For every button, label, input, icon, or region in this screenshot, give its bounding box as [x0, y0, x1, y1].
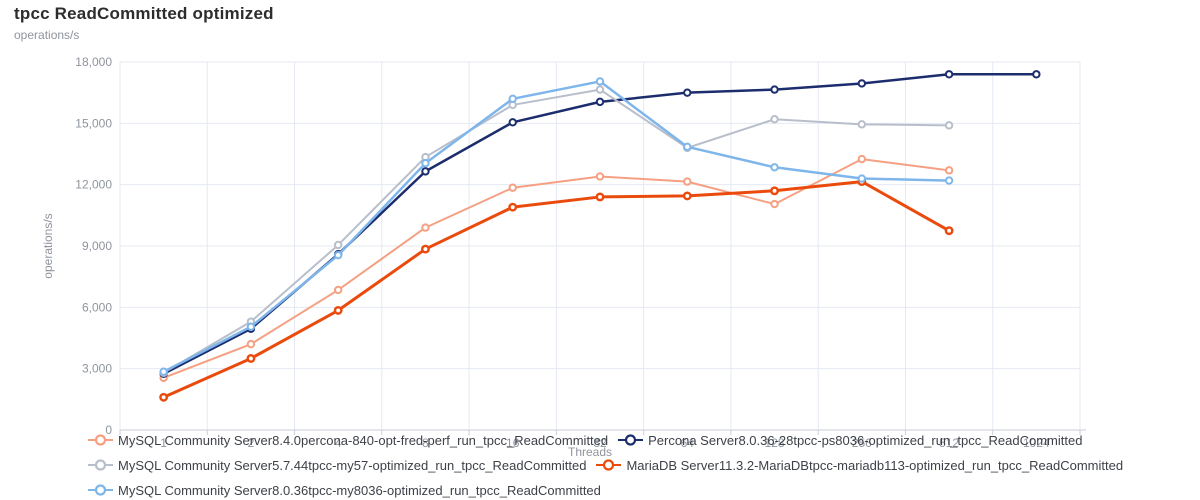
- series-line[interactable]: [162, 88, 951, 374]
- series-line[interactable]: [162, 158, 951, 379]
- legend-item[interactable]: MySQL Community Server5.7.44tpcc-my57-op…: [88, 457, 586, 473]
- x-tick-label: 16: [506, 436, 520, 450]
- x-tick-label: 256: [852, 436, 872, 450]
- data-point-marker[interactable]: [508, 118, 517, 127]
- x-tick-label: 512: [939, 436, 959, 450]
- legend-label: MySQL Community Server5.7.44tpcc-my57-op…: [118, 457, 587, 473]
- legend-line-marker-icon: [596, 459, 622, 471]
- data-point-marker[interactable]: [595, 172, 605, 181]
- data-point-marker[interactable]: [508, 94, 517, 104]
- data-point-marker[interactable]: [246, 339, 256, 349]
- data-point-marker[interactable]: [770, 199, 779, 209]
- data-point-marker[interactable]: [683, 177, 692, 186]
- data-point-marker[interactable]: [770, 115, 779, 124]
- data-point-marker[interactable]: [421, 167, 430, 176]
- series-line[interactable]: [162, 180, 951, 399]
- data-point-marker[interactable]: [682, 191, 692, 201]
- legend-item[interactable]: MySQL Community Server8.0.36tpcc-my8036-…: [88, 482, 601, 498]
- data-point-marker[interactable]: [421, 159, 430, 168]
- data-point-marker[interactable]: [333, 305, 343, 315]
- data-point-marker[interactable]: [421, 223, 430, 232]
- data-point-marker[interactable]: [333, 285, 343, 295]
- y-tick-label: 12,000: [75, 178, 112, 192]
- x-tick-label: 64: [681, 436, 695, 450]
- data-point-marker[interactable]: [944, 166, 954, 175]
- y-tick-label: 3,000: [82, 362, 112, 376]
- data-point-marker[interactable]: [246, 353, 256, 363]
- data-point-marker[interactable]: [595, 85, 605, 94]
- legend-item[interactable]: MySQL Community Server8.4.0percona-840-o…: [88, 432, 608, 448]
- data-point-marker[interactable]: [770, 186, 779, 196]
- legend-item[interactable]: MariaDB Server11.3.2-MariaDBtpcc-mariadb…: [596, 457, 1123, 473]
- data-point-marker[interactable]: [333, 240, 343, 250]
- y-axis-name-rotated: operations/s: [41, 213, 55, 278]
- x-tick-label: 4: [335, 436, 342, 450]
- y-tick-label: 15,000: [75, 116, 112, 130]
- data-point-marker[interactable]: [421, 244, 430, 254]
- data-point-marker[interactable]: [857, 120, 867, 129]
- x-tick-label: 8: [422, 436, 429, 450]
- data-point-marker[interactable]: [333, 251, 343, 260]
- x-axis-name: Threads: [568, 445, 612, 459]
- x-tick-label: 128: [765, 436, 785, 450]
- data-point-marker[interactable]: [857, 154, 867, 164]
- legend-line-marker-icon: [88, 434, 113, 446]
- legend-label: MariaDB Server11.3.2-MariaDBtpcc-mariadb…: [626, 457, 1124, 473]
- data-point-marker[interactable]: [683, 142, 692, 152]
- x-tick-label: 1: [160, 436, 167, 450]
- page-title: tpcc ReadCommitted optimized: [14, 4, 274, 23]
- data-point-marker[interactable]: [770, 85, 779, 94]
- series-line[interactable]: [162, 80, 951, 373]
- data-point-marker[interactable]: [595, 97, 605, 107]
- data-point-marker[interactable]: [944, 70, 954, 79]
- x-tick-label: 2: [248, 436, 255, 450]
- legend-line-marker-icon: [618, 434, 644, 446]
- y-tick-label: 18,000: [75, 55, 112, 69]
- legend-line-marker-icon: [88, 459, 113, 471]
- y-tick-label: 6,000: [82, 300, 112, 314]
- y-tick-label: 0: [105, 423, 112, 437]
- data-point-marker[interactable]: [159, 392, 169, 402]
- data-point-marker[interactable]: [857, 174, 867, 183]
- legend-label: MySQL Community Server8.0.36tpcc-my8036-…: [118, 482, 601, 498]
- data-point-marker[interactable]: [159, 367, 168, 376]
- data-point-marker[interactable]: [595, 192, 605, 202]
- data-point-marker[interactable]: [1032, 70, 1041, 79]
- data-point-marker[interactable]: [944, 226, 954, 236]
- data-point-marker[interactable]: [683, 88, 692, 97]
- data-point-marker[interactable]: [595, 77, 605, 86]
- data-point-marker[interactable]: [246, 322, 256, 331]
- legend-label: MySQL Community Server8.4.0percona-840-o…: [118, 432, 609, 448]
- data-point-marker[interactable]: [944, 121, 954, 130]
- data-point-marker[interactable]: [770, 163, 779, 172]
- y-tick-label: 9,000: [82, 239, 112, 253]
- y-axis-name-top: operations/s: [14, 28, 80, 42]
- x-tick-label: 32: [593, 436, 607, 450]
- legend-item[interactable]: Percona Server8.0.36-28tpcc-ps8036-optim…: [618, 432, 1082, 448]
- x-tick-label: 1024: [1023, 436, 1050, 450]
- data-point-marker[interactable]: [944, 176, 954, 185]
- data-point-marker[interactable]: [508, 202, 518, 212]
- legend-label: Percona Server8.0.36-28tpcc-ps8036-optim…: [648, 432, 1083, 448]
- data-point-marker[interactable]: [508, 183, 517, 192]
- data-point-marker[interactable]: [857, 79, 867, 88]
- legend-line-marker-icon: [88, 484, 113, 496]
- chart-legend: MySQL Community Server8.4.0percona-840-o…: [88, 432, 1188, 498]
